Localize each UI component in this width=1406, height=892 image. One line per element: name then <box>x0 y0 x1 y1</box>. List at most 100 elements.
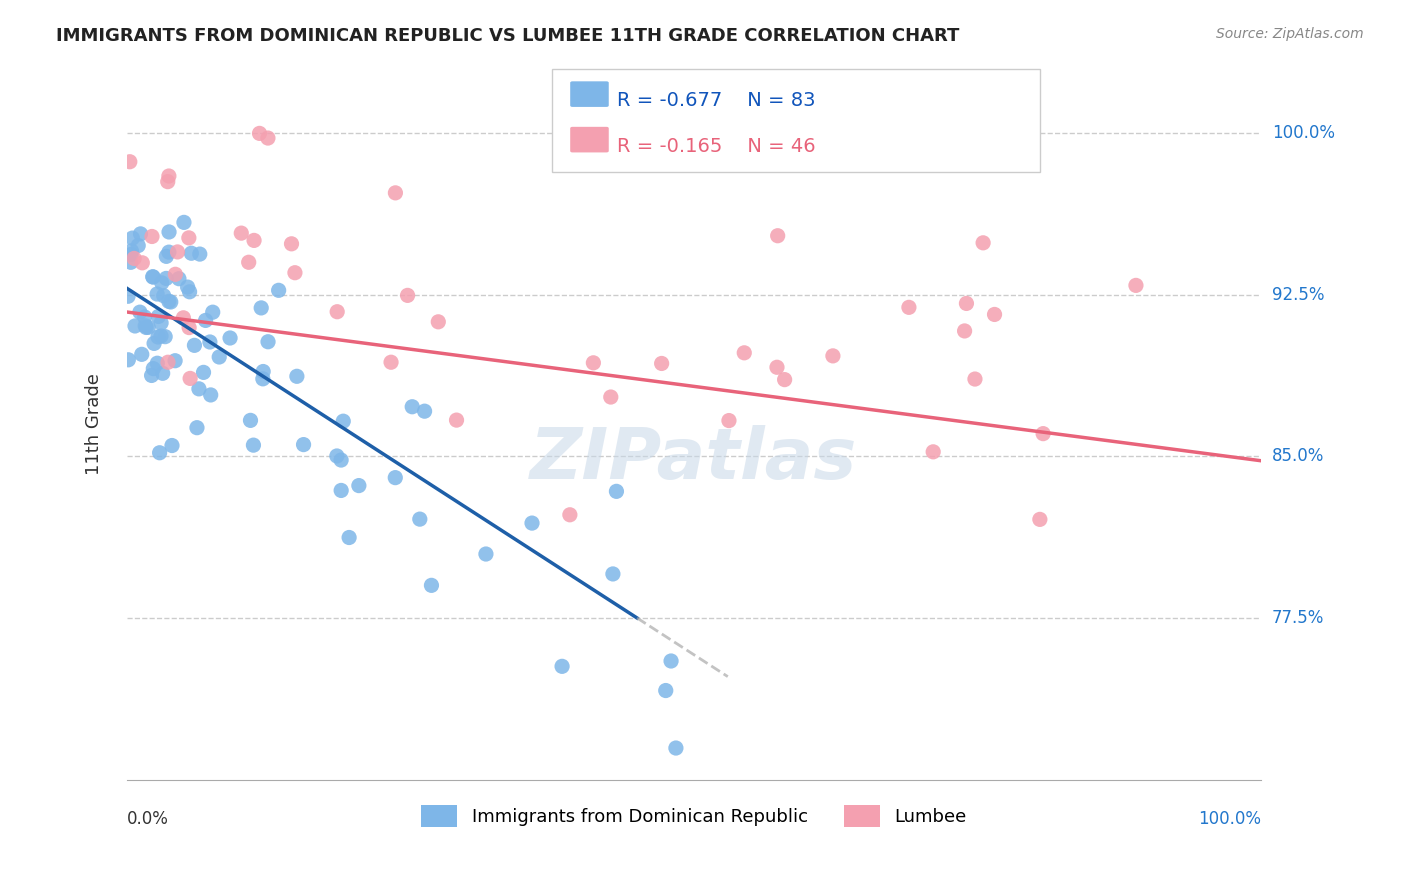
Point <box>134 310 156 324</box>
Point <box>124 318 146 333</box>
Point <box>117 352 139 367</box>
Point <box>157 225 180 239</box>
Point <box>142 270 165 285</box>
Point <box>326 304 349 318</box>
Point <box>200 388 222 402</box>
Point <box>152 289 174 303</box>
Point <box>520 516 543 530</box>
Text: ZIPatlas: ZIPatlas <box>530 425 858 494</box>
Point <box>384 470 406 484</box>
Point <box>651 356 673 370</box>
Point <box>252 372 274 386</box>
Text: 85.0%: 85.0% <box>1272 448 1324 466</box>
Point <box>141 368 163 383</box>
Point <box>922 445 945 459</box>
Point <box>330 453 353 467</box>
Point <box>157 294 180 309</box>
Point <box>149 446 172 460</box>
Point <box>332 414 354 428</box>
Point <box>285 369 308 384</box>
Y-axis label: 11th Grade: 11th Grade <box>86 373 103 475</box>
Point <box>177 231 200 245</box>
Point <box>983 308 1005 322</box>
Point <box>599 390 621 404</box>
Point <box>156 355 179 369</box>
Point <box>134 318 156 333</box>
Point <box>955 296 977 310</box>
Point <box>665 741 688 756</box>
Point <box>409 512 432 526</box>
Point <box>146 330 169 344</box>
Point <box>249 127 271 141</box>
Point <box>1029 512 1052 526</box>
Point <box>157 245 180 260</box>
Point <box>198 334 221 349</box>
Point <box>963 372 986 386</box>
Point <box>250 301 273 315</box>
Point <box>582 356 605 370</box>
Text: 100.0%: 100.0% <box>1272 124 1334 142</box>
Point <box>252 364 274 378</box>
Point <box>766 360 789 375</box>
Text: 0.0%: 0.0% <box>127 810 169 828</box>
Point <box>150 276 173 290</box>
Point <box>167 271 190 285</box>
Point <box>159 295 181 310</box>
Point <box>655 683 678 698</box>
Text: R = -0.677    N = 83: R = -0.677 N = 83 <box>617 91 815 111</box>
Point <box>821 349 844 363</box>
Point <box>127 238 149 252</box>
Point <box>165 353 187 368</box>
Point <box>558 508 581 522</box>
Point <box>337 531 360 545</box>
Point <box>131 347 153 361</box>
Point <box>413 404 436 418</box>
Point <box>142 269 165 284</box>
Point <box>326 449 349 463</box>
Point <box>121 231 143 245</box>
Point <box>156 175 179 189</box>
Point <box>602 566 624 581</box>
Point <box>166 244 188 259</box>
Point <box>347 478 370 492</box>
Point <box>179 285 201 299</box>
Text: R = -0.165    N = 46: R = -0.165 N = 46 <box>617 136 815 156</box>
FancyBboxPatch shape <box>571 127 609 153</box>
Point <box>280 236 302 251</box>
Legend: Immigrants from Dominican Republic, Lumbee: Immigrants from Dominican Republic, Lumb… <box>413 798 974 835</box>
Text: 92.5%: 92.5% <box>1272 285 1324 304</box>
Point <box>717 413 740 427</box>
Point <box>953 324 976 338</box>
Point <box>292 437 315 451</box>
Point <box>120 255 142 269</box>
Point <box>180 246 202 260</box>
Point <box>193 365 215 379</box>
Point <box>146 356 169 370</box>
Point <box>129 305 152 319</box>
FancyBboxPatch shape <box>571 81 609 107</box>
Text: 77.5%: 77.5% <box>1272 609 1324 627</box>
Point <box>194 313 217 327</box>
Point <box>160 438 183 452</box>
Point <box>172 310 194 325</box>
Point <box>186 420 208 434</box>
Point <box>231 226 253 240</box>
Point <box>131 256 153 270</box>
Point <box>242 438 264 452</box>
Point <box>267 283 290 297</box>
Point <box>118 154 141 169</box>
Point <box>129 227 152 241</box>
Point <box>165 268 187 282</box>
Point <box>142 361 165 376</box>
Point <box>173 215 195 229</box>
Point <box>420 578 443 592</box>
Point <box>475 547 498 561</box>
Point <box>122 252 145 266</box>
Point <box>136 320 159 334</box>
Point <box>401 400 423 414</box>
Point <box>208 350 231 364</box>
Point <box>120 244 142 258</box>
Point <box>179 320 201 334</box>
Text: 100.0%: 100.0% <box>1198 810 1261 828</box>
Point <box>243 234 266 248</box>
